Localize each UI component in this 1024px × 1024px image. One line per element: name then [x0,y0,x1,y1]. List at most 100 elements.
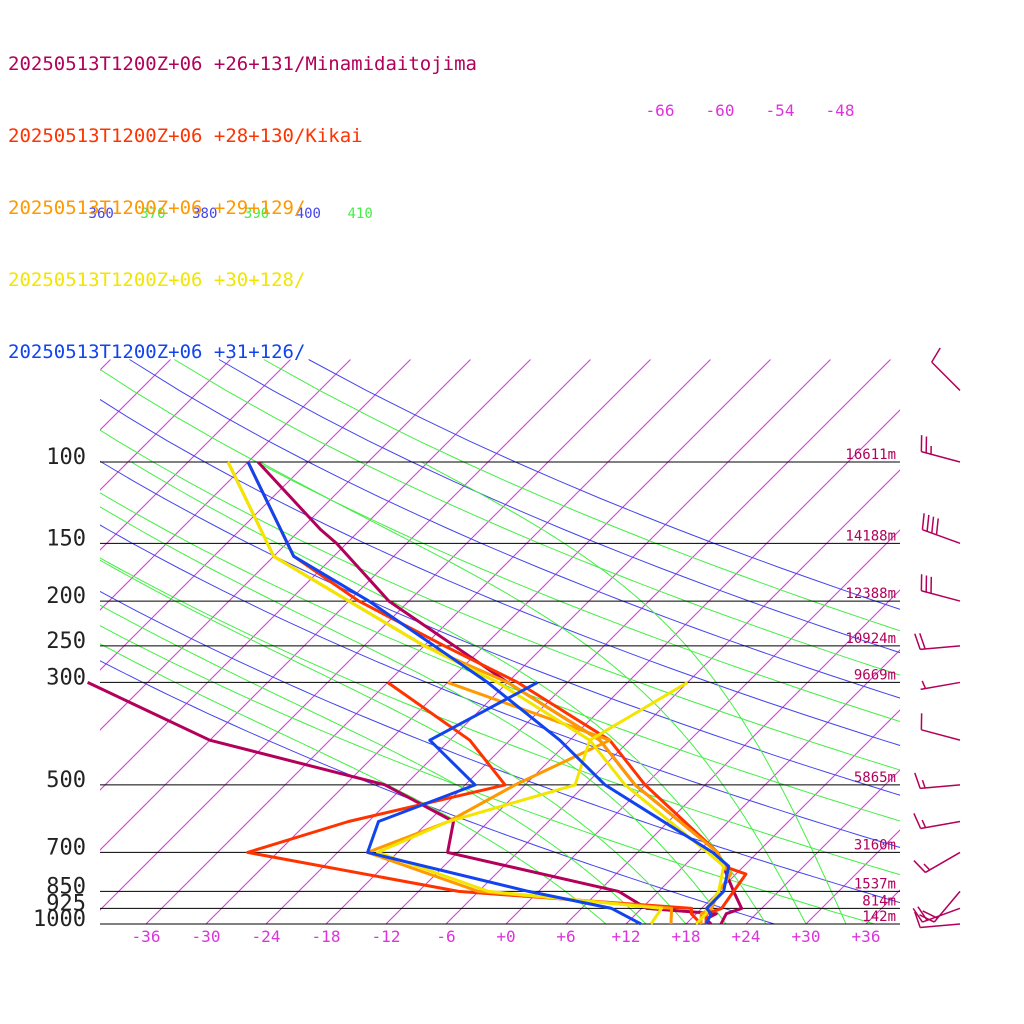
isotherm-line [100,359,231,491]
height-label: 1537m [854,876,896,892]
pressure-label: 700 [46,835,86,860]
legend-entry-kikai: 20250513T1200Z+06 +28+130/Kikai [8,125,363,147]
dry-adiabat-line [308,359,900,610]
pressure-label: 200 [46,584,86,609]
pressure-label: 500 [46,768,86,793]
dry-adiabat-line [100,492,900,822]
wind-barb [914,911,961,929]
isotherm-line [205,359,771,924]
temperature-tick-label: +36 [852,927,881,946]
dry-adiabat-line [100,590,900,904]
isotherm-line [325,359,891,924]
height-label: 12388m [845,586,896,602]
dry-adiabat-line [100,368,900,722]
wind-barb [913,813,961,830]
dry-adiabat-line [218,359,900,654]
isotherm-line [565,589,900,924]
isotherm-line [100,359,411,671]
wind-barb [920,680,961,691]
height-label: 16611m [845,447,896,463]
isotherm-line [625,649,900,924]
axis-labels: 100 16611m 150 14188m 200 12388m 250 10924m 300 9… [33,101,896,946]
isotherm-line [805,829,900,924]
dry-adiabat-line [100,660,777,924]
upper-isotherm-label: -60 [706,101,735,120]
theta-label: 380 [192,206,217,222]
height-label: 9669m [854,667,896,683]
dry-adiabat-line [263,359,900,632]
pressure-label: 250 [46,629,86,654]
wind-barb [914,633,961,651]
dewpoint-line-p126 [366,681,642,926]
temperature-tick-label: +12 [612,927,641,946]
isotherm-line [100,359,291,551]
theta-label: 390 [244,206,269,222]
moist-adiabat-line [100,559,687,924]
wind-barb [920,435,961,463]
isotherm-line [100,359,531,791]
temperature-tick-label: +24 [732,927,761,946]
upper-isotherm-label: -66 [646,101,675,120]
isotherm-line [986,360,1024,924]
temperature-tick-label: +30 [792,927,821,946]
temperature-tick-label: +6 [556,927,575,946]
height-label: 14188m [845,528,896,544]
dry-adiabat-line [174,359,900,676]
wind-barb [931,347,961,391]
wind-barb [919,890,961,923]
isotherm-line [100,359,591,851]
isotherm-line [385,409,900,924]
wind-barb [920,574,961,602]
legend-entry-minamidaitojima: 20250513T1200Z+06 +26+131/Minamidaitojim… [8,53,477,75]
pressure-label: 925 [46,891,86,916]
height-label: 3160m [854,837,896,853]
temperature-line-kikai [246,461,748,925]
temperature-tick-label: -24 [252,927,281,946]
temperature-tick-label: -12 [372,927,401,946]
theta-label: 400 [296,206,321,222]
isotherm-line [100,359,351,611]
theta-label: 370 [140,206,165,222]
temperature-tick-label: -6 [436,927,455,946]
temperature-tick-label: -36 [132,927,161,946]
wind-barb [914,772,961,790]
theta-label: 360 [89,206,114,222]
pressure-label: 1000 [33,907,86,932]
legend-entry-30-128: 20250513T1200Z+06 +30+128/ [8,269,306,291]
height-label: 142m [862,909,896,925]
dewpoint-line-kikai [246,681,703,926]
temperature-tick-label: +18 [672,927,701,946]
isotherm-line [685,709,900,924]
legend: 20250513T1200Z+06 +26+131/Minamidaitojim… [8,4,477,388]
isotherm-line [0,360,50,924]
isotherm-line [926,360,1024,924]
wind-barbs [912,347,961,929]
upper-isotherm-label: -48 [826,101,855,120]
height-label: 5865m [854,770,896,786]
profiles [86,460,748,926]
temperature-tick-label: -30 [192,927,221,946]
isotherm-line [100,359,471,731]
temperature-tick-label: +0 [496,927,515,946]
theta-label: 410 [348,206,373,222]
dry-adiabat-line [100,524,900,848]
height-label: 814m [862,893,896,909]
moist-adiabat-line [421,461,847,924]
isotherm-line [265,359,831,924]
dry-adiabat-line [100,557,900,876]
dry-adiabat-line [129,359,900,699]
pressure-label: 300 [46,665,86,690]
dry-adiabat-line [100,398,900,746]
dry-adiabat-line [100,429,900,771]
dewpoint-line-p128 [376,681,689,925]
temperature-tick-label: -18 [312,927,341,946]
height-label: 10924m [845,631,896,647]
isotherm-line [505,529,900,924]
upper-isotherm-label: -54 [766,101,795,120]
temperature-line-p126 [246,461,731,925]
legend-entry-31-126: 20250513T1200Z+06 +31+126/ [8,341,306,363]
pressure-label: 850 [46,874,86,899]
pressure-label: 100 [46,445,86,470]
isotherm-line [100,359,651,911]
